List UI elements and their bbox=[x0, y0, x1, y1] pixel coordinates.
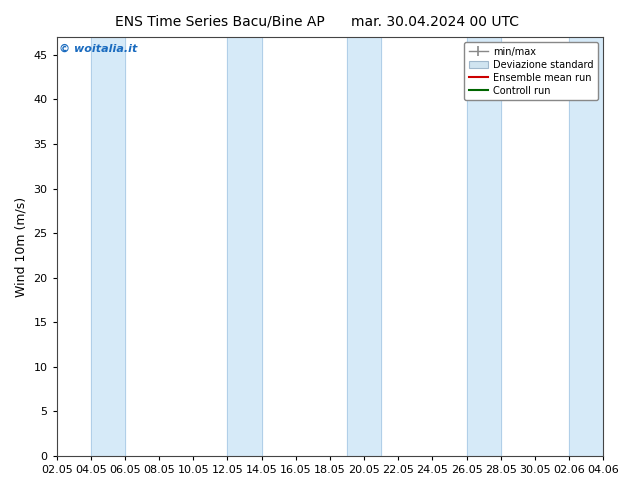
Text: ENS Time Series Bacu/Bine AP      mar. 30.04.2024 00 UTC: ENS Time Series Bacu/Bine AP mar. 30.04.… bbox=[115, 15, 519, 29]
Bar bbox=[569, 37, 603, 456]
Bar bbox=[91, 37, 125, 456]
Bar bbox=[467, 37, 501, 456]
Bar bbox=[347, 37, 381, 456]
Y-axis label: Wind 10m (m/s): Wind 10m (m/s) bbox=[15, 196, 28, 296]
Legend: min/max, Deviazione standard, Ensemble mean run, Controll run: min/max, Deviazione standard, Ensemble m… bbox=[463, 42, 598, 100]
Bar bbox=[228, 37, 262, 456]
Text: © woitalia.it: © woitalia.it bbox=[60, 43, 138, 53]
